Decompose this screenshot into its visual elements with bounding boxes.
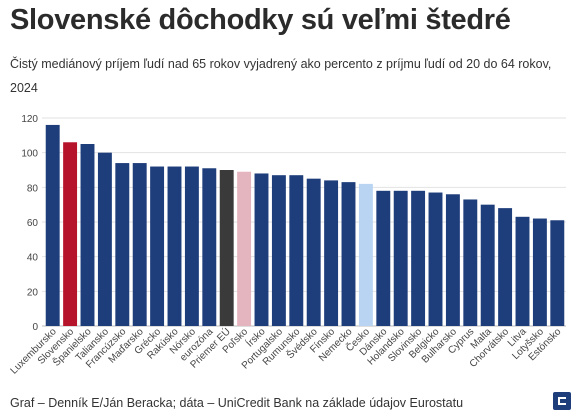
bar-Holandsko (393, 190, 408, 326)
bar-Luxembursko (45, 124, 60, 327)
bar-Rumunsko (289, 175, 304, 326)
bar-Nemecko (341, 182, 356, 326)
bar-Maďarsko (132, 163, 147, 326)
chart-title: Slovenské dôchodky sú veľmi štedré (10, 4, 511, 36)
bar-Francúzsko (115, 163, 130, 326)
bar-Belgicko (428, 192, 443, 326)
bar-Španielsko (80, 144, 95, 326)
bar-Estónsko (550, 220, 565, 326)
bar-Rakúsko (167, 166, 182, 326)
bar-Litva (515, 216, 530, 326)
y-tick-label: 120 (21, 114, 38, 125)
bar-Slovinsko (411, 190, 426, 326)
y-tick-label: 20 (27, 287, 39, 298)
bar-Chorvátsko (498, 208, 513, 326)
bar-eurozóna (202, 168, 217, 326)
source-credit: Graf – Denník E/Ján Beracka; dáta – UniC… (10, 396, 464, 410)
bar-Poľsko (237, 171, 252, 326)
bar-Priemer EÚ (219, 170, 234, 326)
bar-Cyprus (463, 199, 478, 326)
bar-Dánsko (376, 190, 391, 326)
bar-Malta (480, 204, 495, 326)
bar-Grécko (150, 166, 165, 326)
bar-Česko (358, 183, 373, 326)
y-tick-label: 0 (32, 322, 38, 333)
bar-Švédsko (306, 178, 321, 326)
bar-Fínsko (324, 180, 339, 326)
bar-Nórsko (184, 166, 199, 326)
bar-Slovensko (63, 142, 78, 326)
bar-Bulharsko (445, 194, 460, 326)
bar-Taliansko (97, 152, 112, 326)
bar-Portugalsko (271, 175, 286, 326)
y-tick-label: 100 (21, 149, 38, 160)
y-tick-label: 40 (27, 253, 39, 264)
denník-e-logo-icon (553, 392, 571, 410)
y-tick-label: 60 (27, 218, 39, 229)
bar-Lotyšsko (532, 218, 547, 326)
chart-subtitle: Čistý mediánový príjem ľudí nad 65 rokov… (10, 57, 552, 95)
y-tick-label: 80 (27, 183, 39, 194)
bar-Írsko (254, 173, 269, 326)
bar-chart: 020406080100120LuxemburskoSlovenskoŠpani… (9, 114, 566, 377)
